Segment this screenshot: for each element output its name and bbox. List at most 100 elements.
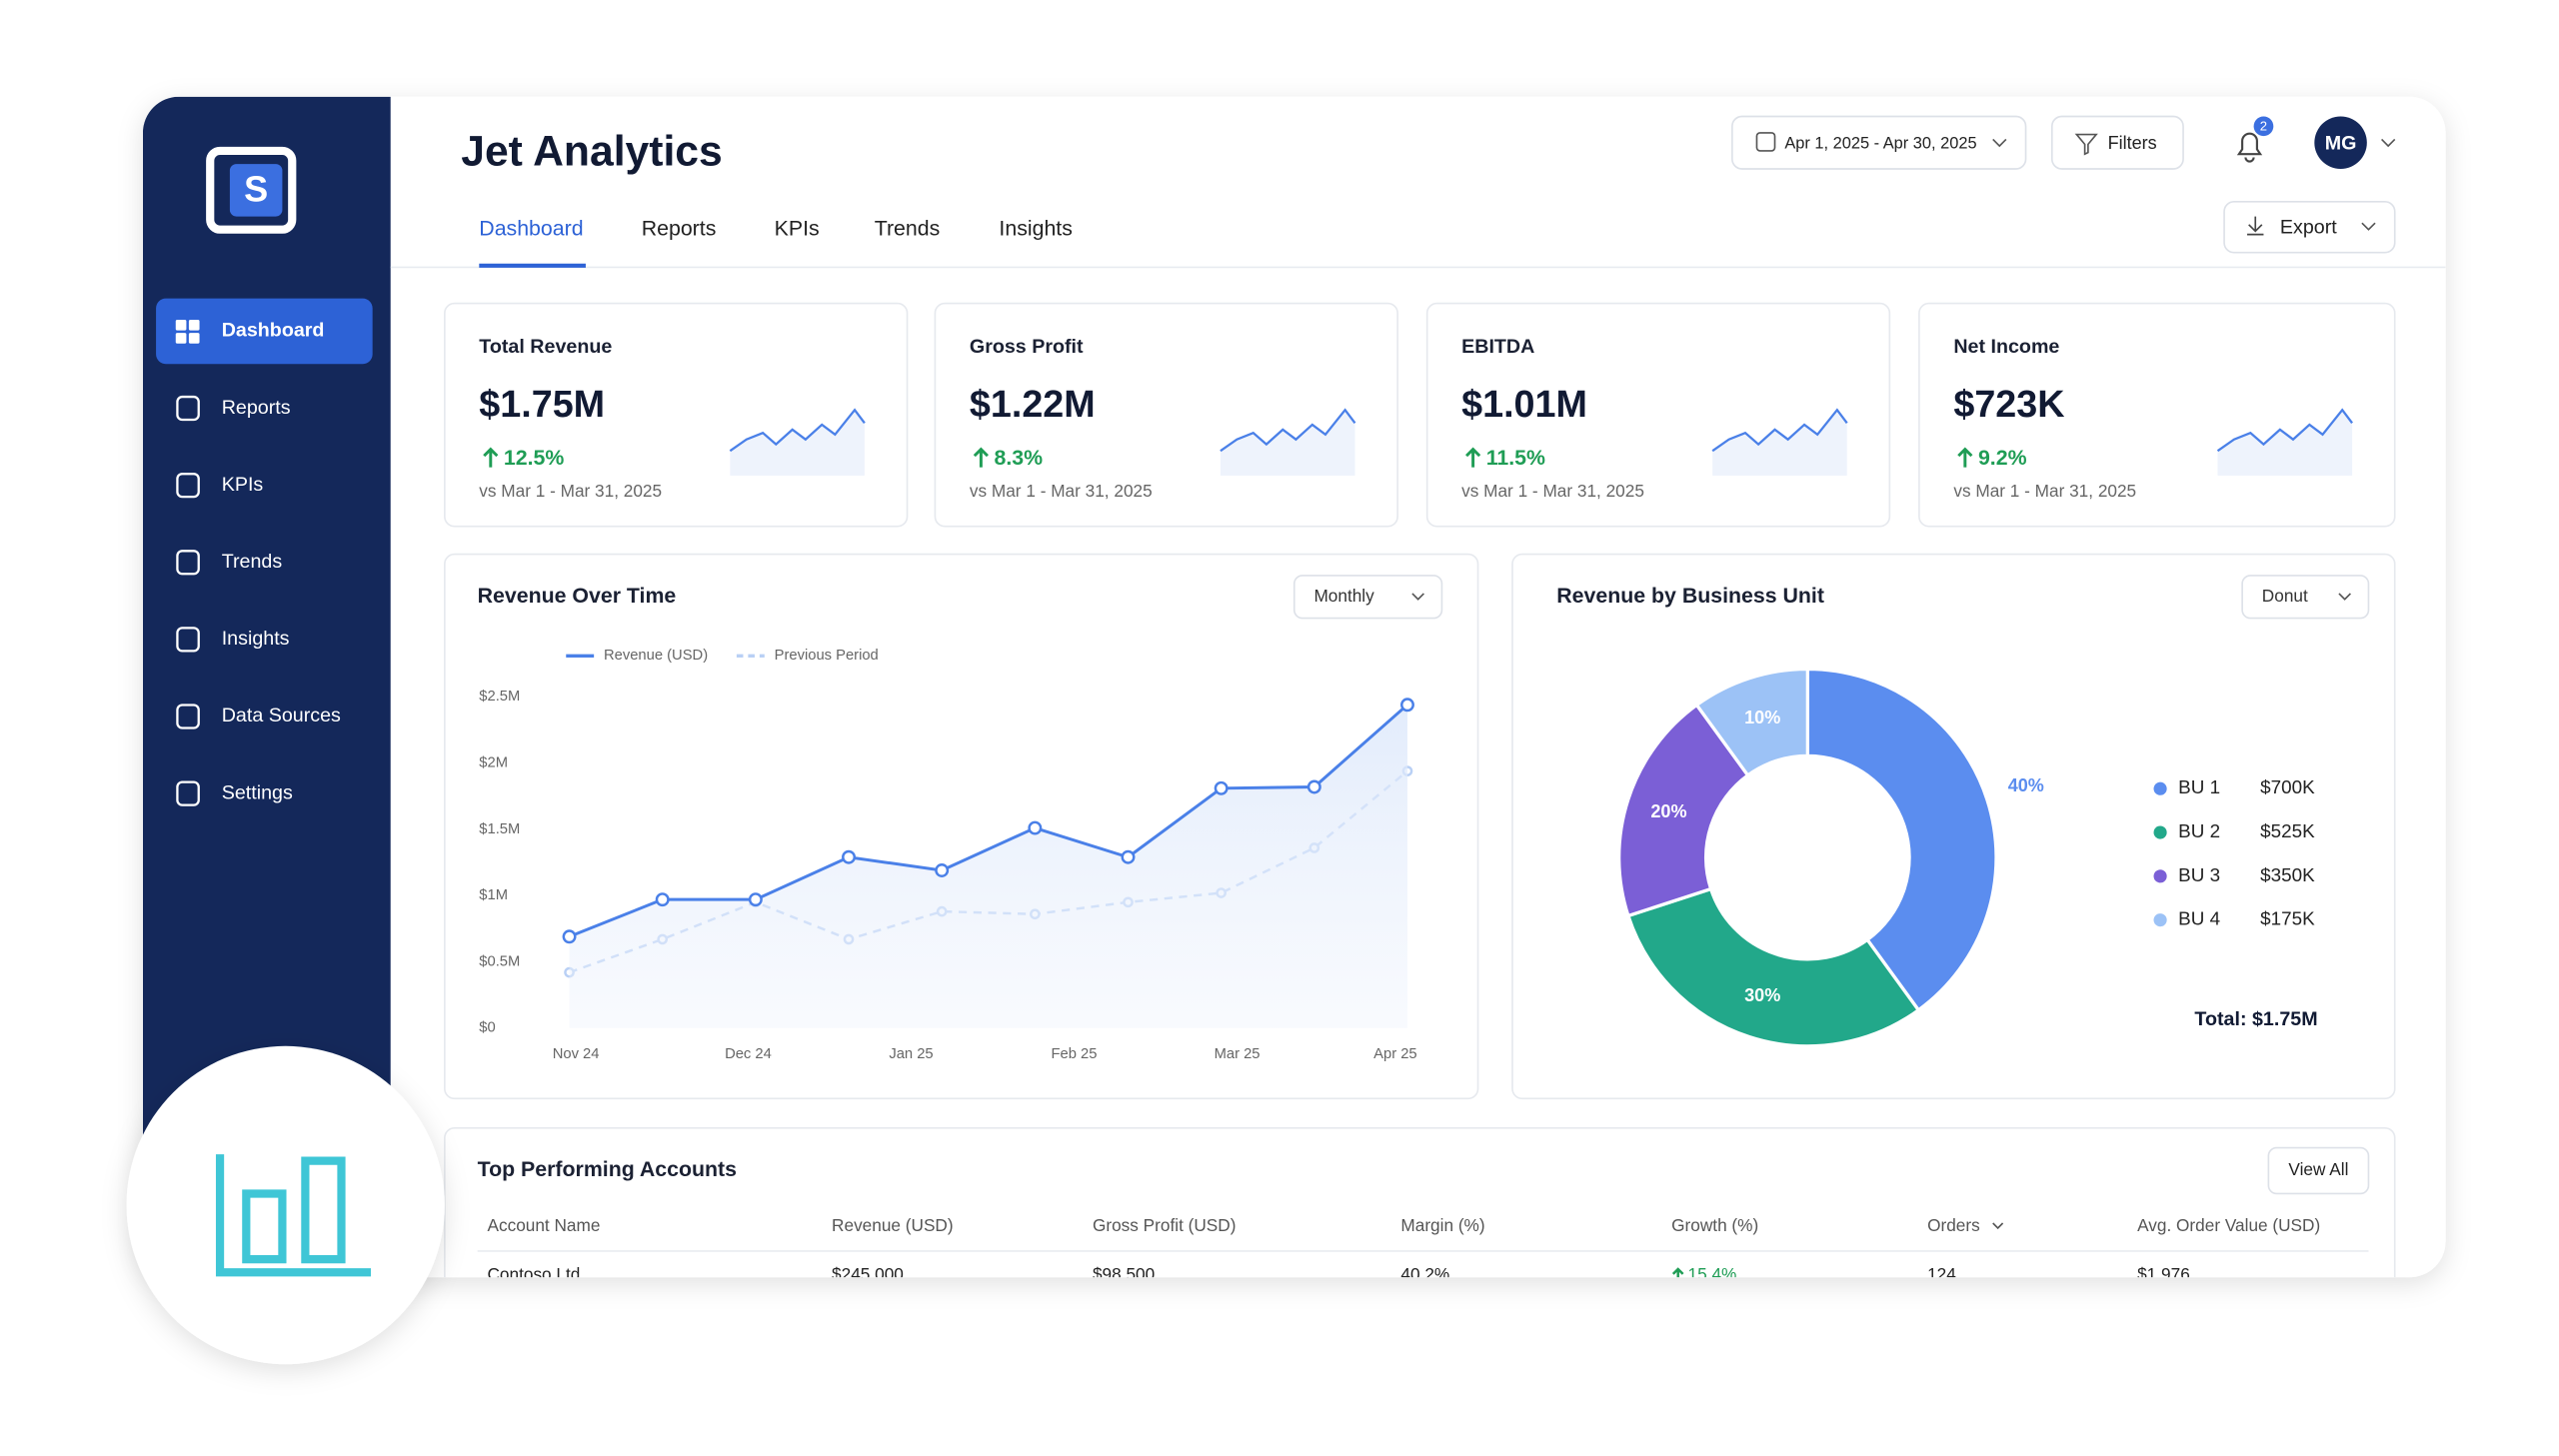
dropdown[interactable] bbox=[2241, 575, 2370, 620]
nav-item[interactable]: Trends bbox=[222, 551, 283, 573]
view-all: View All bbox=[2288, 1159, 2348, 1179]
kpi-title: Total Revenue bbox=[479, 336, 612, 358]
legend-label: BU 1 bbox=[2178, 776, 2220, 797]
logo-frame bbox=[206, 146, 297, 234]
kpi-period: vs Mar 1 - Mar 31, 2025 bbox=[1461, 481, 1644, 501]
nav-icon bbox=[175, 319, 187, 331]
legend-dot bbox=[2153, 781, 2167, 795]
x-tick-label: Mar 25 bbox=[1215, 1046, 1261, 1062]
x-tick-label: Jan 25 bbox=[889, 1046, 933, 1062]
x-tick-label: Nov 24 bbox=[553, 1046, 600, 1062]
kpi-value: $1.01M bbox=[1461, 383, 1587, 425]
panel bbox=[444, 1127, 2396, 1278]
tab[interactable]: Reports bbox=[642, 216, 717, 240]
up-arrow bbox=[1671, 1267, 1684, 1278]
y-tick-label: $0.5M bbox=[479, 953, 520, 969]
kpi-change: 12.5% bbox=[504, 446, 564, 470]
kpi-value: $1.75M bbox=[479, 383, 605, 425]
legend-amount: $350K bbox=[2260, 864, 2315, 885]
y-tick-label: $0 bbox=[479, 1020, 495, 1036]
point bbox=[1400, 698, 1414, 713]
table-cell: $245,000 bbox=[832, 1264, 904, 1284]
point bbox=[748, 892, 763, 907]
app-title: Jet Analytics bbox=[461, 127, 723, 175]
legend-label: BU 4 bbox=[2178, 908, 2220, 929]
dropdown-label: Donut bbox=[2262, 586, 2308, 606]
up-arrow bbox=[973, 447, 989, 468]
kpi-title: Net Income bbox=[1953, 336, 2059, 358]
point bbox=[935, 863, 950, 877]
date-range: Apr 1, 2025 - Apr 30, 2025 bbox=[1784, 135, 1976, 153]
y-tick-label: $1.5M bbox=[479, 821, 520, 837]
nav-item[interactable]: Insights bbox=[222, 628, 290, 650]
column-header: Margin (%) bbox=[1400, 1215, 1484, 1235]
y-tick-label: $2.5M bbox=[479, 689, 520, 705]
nav-icon bbox=[188, 319, 200, 331]
table-cell: $1,976 bbox=[2137, 1264, 2190, 1284]
legend-label: Previous Period bbox=[775, 648, 879, 664]
legend-dot bbox=[2153, 825, 2167, 839]
date-button[interactable] bbox=[1731, 115, 2027, 170]
tab[interactable]: Dashboard bbox=[479, 216, 583, 240]
kpi-period: vs Mar 1 - Mar 31, 2025 bbox=[1953, 481, 2136, 501]
nav-icon bbox=[176, 627, 200, 653]
chart-title: Revenue Over Time bbox=[478, 584, 677, 608]
chevron bbox=[1992, 138, 2007, 148]
point bbox=[562, 929, 577, 944]
y-tick-label: $1M bbox=[479, 887, 508, 903]
donut-label: 10% bbox=[1744, 708, 1780, 728]
point bbox=[1214, 780, 1229, 795]
donut-label: 20% bbox=[1650, 801, 1686, 821]
badge-icon bbox=[215, 1154, 372, 1277]
legend-amount: $700K bbox=[2260, 776, 2315, 797]
nav-icon bbox=[188, 333, 200, 344]
tab[interactable]: Trends bbox=[875, 216, 941, 240]
sparkline-area bbox=[2217, 410, 2353, 476]
nav-icon bbox=[176, 704, 200, 729]
tab[interactable]: KPIs bbox=[775, 216, 820, 240]
notification-badge bbox=[2253, 116, 2274, 137]
bell-icon[interactable] bbox=[2236, 132, 2263, 163]
donut-segment bbox=[1694, 667, 1809, 778]
chevron bbox=[1411, 593, 1424, 601]
export-button[interactable] bbox=[2223, 200, 2396, 254]
kpi-change: 8.3% bbox=[995, 446, 1044, 470]
tab[interactable]: Insights bbox=[999, 216, 1072, 240]
chevron bbox=[2338, 593, 2352, 601]
nav-item[interactable]: KPIs bbox=[222, 474, 264, 496]
view-all-button[interactable] bbox=[2267, 1146, 2370, 1195]
sparkline bbox=[729, 408, 866, 453]
kpi-period: vs Mar 1 - Mar 31, 2025 bbox=[970, 481, 1153, 501]
chevron bbox=[1992, 1222, 2004, 1230]
nav-item[interactable]: Settings bbox=[222, 781, 293, 803]
donut-segment bbox=[1617, 703, 1750, 918]
app: S Jet Analytics Apr 1, 2025 - Apr 30, 20… bbox=[142, 96, 2446, 1284]
nav-icon bbox=[176, 395, 200, 422]
sparkline-area bbox=[730, 410, 865, 476]
point bbox=[655, 892, 670, 907]
legend-label: Revenue (USD) bbox=[604, 648, 708, 664]
chart-title: Revenue by Business Unit bbox=[1556, 584, 1824, 608]
column-header: Avg. Order Value (USD) bbox=[2137, 1215, 2320, 1235]
kpi-change: 9.2% bbox=[1978, 446, 2027, 470]
kpi-value: $723K bbox=[1953, 383, 2064, 425]
x-tick-label: Apr 25 bbox=[1373, 1046, 1416, 1062]
kpi-title: EBITDA bbox=[1461, 336, 1534, 358]
nav-item[interactable]: Dashboard bbox=[222, 320, 325, 342]
dropdown[interactable] bbox=[1292, 575, 1443, 620]
column-header: Account Name bbox=[488, 1215, 601, 1235]
column-header: Growth (%) bbox=[1671, 1215, 1758, 1235]
area bbox=[569, 705, 1407, 1028]
notification-count: 2 bbox=[2260, 119, 2267, 134]
table-cell: Contoso Ltd bbox=[488, 1264, 581, 1284]
avatar[interactable] bbox=[2314, 116, 2367, 169]
sparkline bbox=[1220, 408, 1356, 453]
kpi-value: $1.22M bbox=[970, 383, 1096, 425]
nav-item[interactable]: Reports bbox=[222, 397, 291, 419]
filters-button[interactable] bbox=[2050, 115, 2184, 170]
nav-item[interactable]: Data Sources bbox=[222, 705, 341, 727]
donut-total: Total: $1.75M bbox=[2194, 1008, 2317, 1030]
donut-segment bbox=[1625, 886, 1921, 1048]
